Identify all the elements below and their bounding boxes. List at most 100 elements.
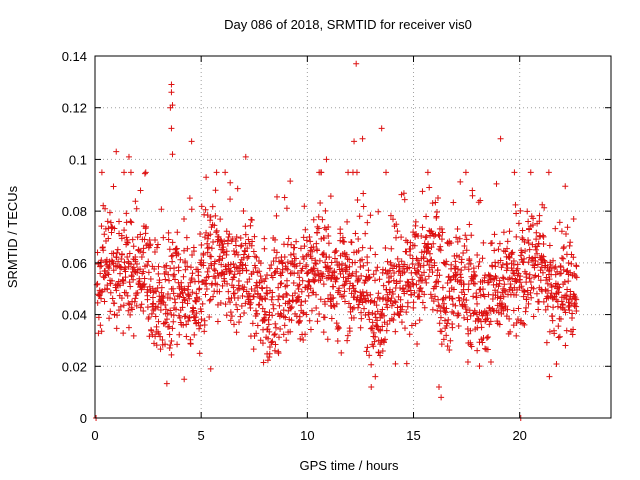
data-point [154, 304, 161, 311]
data-point [244, 293, 251, 300]
data-point [250, 268, 257, 275]
data-point [228, 313, 235, 320]
data-point [280, 307, 287, 314]
data-point [414, 340, 421, 347]
data-point [113, 148, 120, 155]
data-point [465, 330, 472, 337]
data-point [460, 296, 467, 303]
data-point [493, 274, 500, 281]
data-point [147, 275, 154, 282]
data-point [172, 306, 179, 313]
data-point [227, 309, 234, 316]
data-point [261, 245, 268, 252]
data-point [502, 288, 509, 295]
data-point [293, 238, 300, 245]
data-point [122, 274, 129, 281]
data-point [568, 260, 575, 267]
data-point [142, 230, 149, 237]
data-point [485, 279, 492, 286]
data-point [312, 272, 319, 279]
data-point [474, 347, 481, 354]
data-point [344, 332, 351, 339]
data-point [167, 295, 174, 302]
data-point [233, 329, 240, 336]
data-point [185, 318, 192, 325]
data-point [144, 262, 151, 269]
data-point [166, 323, 173, 330]
data-point [387, 212, 394, 219]
data-point [292, 255, 299, 262]
data-point [439, 229, 446, 236]
data-point [333, 300, 340, 307]
data-point [279, 259, 286, 266]
data-point [469, 187, 476, 194]
data-point [301, 243, 308, 250]
data-point [353, 268, 360, 275]
data-point [133, 260, 140, 267]
data-point [403, 309, 410, 316]
data-point [141, 236, 148, 243]
data-point [277, 310, 284, 317]
data-point [489, 239, 496, 246]
data-point [465, 266, 472, 273]
data-point [97, 263, 104, 270]
data-point [403, 248, 410, 255]
data-point [162, 276, 169, 283]
data-point [383, 169, 390, 176]
data-point [392, 328, 399, 335]
data-point [474, 252, 481, 259]
data-point [374, 317, 381, 324]
data-point [253, 330, 260, 337]
data-point [95, 314, 102, 321]
data-point [534, 250, 541, 257]
data-point [175, 251, 182, 258]
data-point [168, 89, 175, 96]
data-point [109, 295, 116, 302]
data-point [314, 318, 321, 325]
data-point [320, 329, 327, 336]
data-point [250, 248, 257, 255]
data-point [425, 273, 432, 280]
data-point [401, 325, 408, 332]
data-point [508, 275, 515, 282]
data-point [223, 248, 230, 255]
data-point [98, 295, 105, 302]
data-point [254, 322, 261, 329]
data-point [559, 301, 566, 308]
data-point [412, 222, 419, 229]
data-point [537, 277, 544, 284]
data-point [281, 194, 288, 201]
data-point [303, 311, 310, 318]
data-point [520, 320, 527, 327]
data-point [463, 247, 470, 254]
data-point [225, 288, 232, 295]
data-point [555, 334, 562, 341]
data-point [96, 292, 103, 299]
data-point [160, 234, 167, 241]
data-point [122, 264, 129, 271]
data-point [271, 332, 278, 339]
data-point [317, 169, 324, 176]
data-point [132, 198, 139, 205]
data-point [367, 291, 374, 298]
y-axis-label: SRMTID / TECUs [5, 185, 20, 288]
data-point [370, 329, 377, 336]
data-point [270, 301, 277, 308]
data-point [491, 247, 498, 254]
data-point [551, 265, 558, 272]
data-point [213, 169, 220, 176]
data-point [541, 204, 548, 211]
data-point [227, 268, 234, 275]
data-point [357, 324, 364, 331]
data-point [416, 317, 423, 324]
data-point [565, 304, 572, 311]
data-point [300, 234, 307, 241]
data-point [188, 138, 195, 145]
data-point [474, 300, 481, 307]
data-point [447, 337, 454, 344]
data-point [207, 365, 214, 372]
data-point [110, 267, 117, 274]
data-point [270, 258, 277, 265]
data-point [395, 268, 402, 275]
